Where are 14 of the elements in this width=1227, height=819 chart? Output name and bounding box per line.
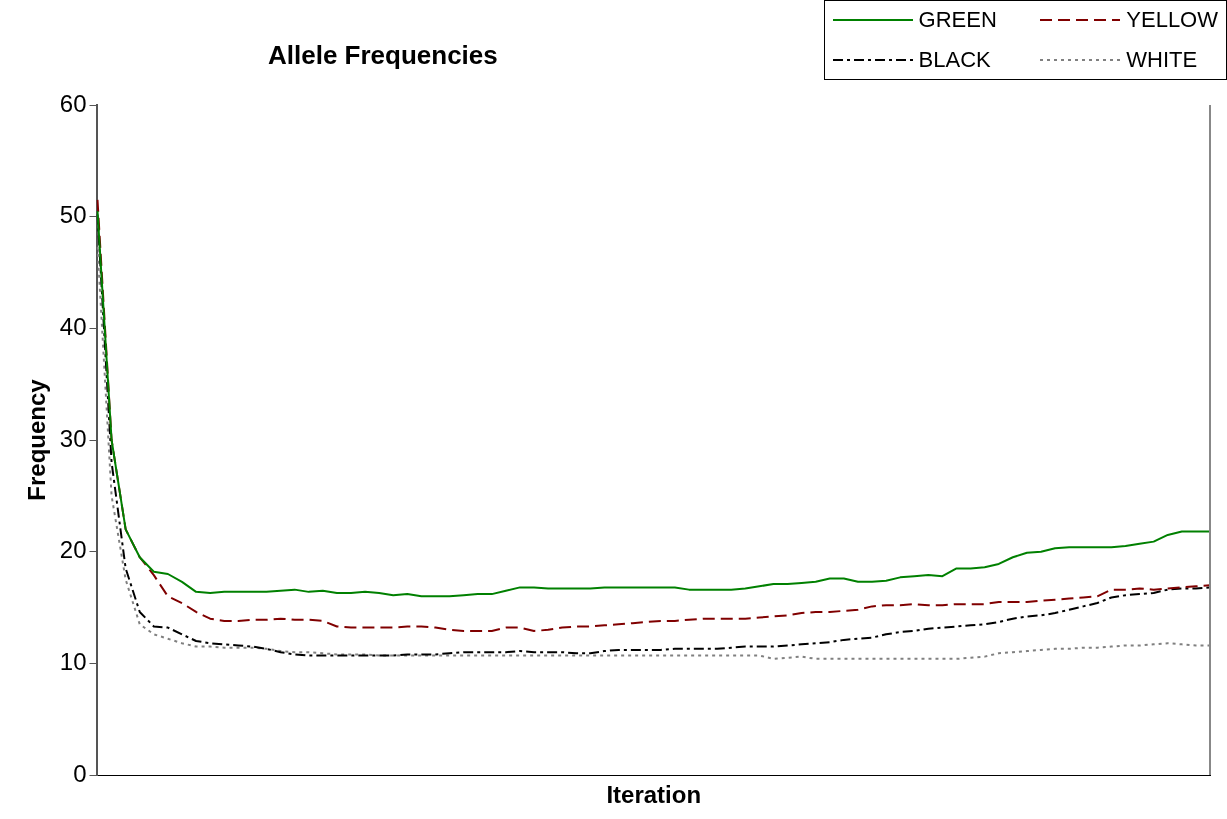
legend-label: BLACK <box>918 47 991 73</box>
legend-label: YELLOW <box>1126 7 1218 33</box>
y-tick-label: 0 <box>73 759 87 787</box>
y-tick-label: 40 <box>59 312 87 340</box>
y-axis-title: Frequency <box>23 378 51 501</box>
y-tick-label: 60 <box>59 89 87 117</box>
y-tick-label: 50 <box>59 201 87 229</box>
x-axis-title: Iteration <box>606 781 702 809</box>
y-tick-label: 30 <box>59 424 87 452</box>
legend-label: GREEN <box>918 7 997 33</box>
y-tick-label: 10 <box>59 647 87 675</box>
chart-title: Allele Frequencies <box>268 40 498 71</box>
legend-label: WHITE <box>1126 47 1198 73</box>
y-tick-label: 20 <box>59 536 87 564</box>
